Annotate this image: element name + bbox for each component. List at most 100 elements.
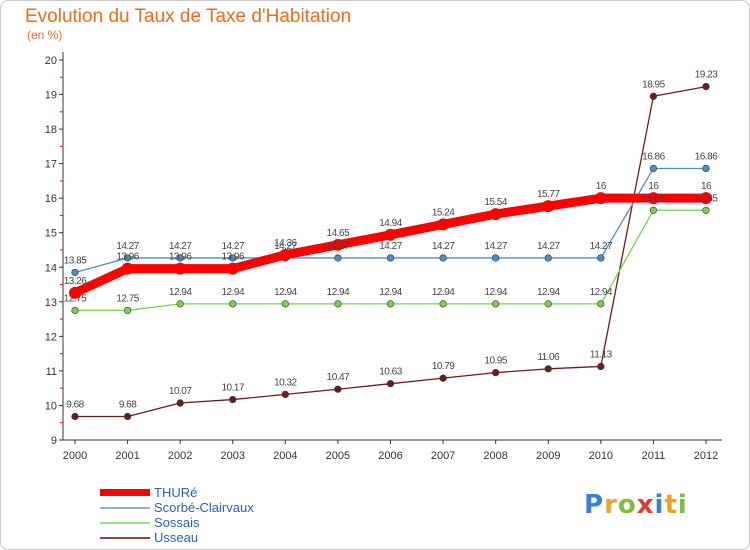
data-point bbox=[176, 399, 184, 407]
x-tick-label: 2001 bbox=[115, 450, 139, 462]
x-tick-label: 2003 bbox=[221, 450, 245, 462]
data-point bbox=[334, 300, 342, 308]
x-tick-label: 2000 bbox=[63, 450, 87, 462]
data-point bbox=[386, 254, 395, 262]
data-point bbox=[71, 412, 79, 421]
data-point bbox=[439, 254, 447, 262]
data-point bbox=[597, 362, 605, 371]
data-label: 13.96 bbox=[116, 252, 139, 263]
data-point bbox=[544, 300, 552, 308]
data-point bbox=[71, 306, 79, 315]
legend-label: Scorbé-Clairvaux bbox=[154, 500, 254, 515]
y-tick-label: 11 bbox=[46, 366, 57, 378]
unit-label: (en %) bbox=[27, 28, 63, 42]
data-point bbox=[492, 300, 500, 308]
data-label: 12.94 bbox=[379, 287, 402, 298]
x-tick-label: 2010 bbox=[589, 450, 613, 462]
legend-label: Sossais bbox=[154, 515, 200, 530]
x-tick-label: 2004 bbox=[273, 450, 297, 462]
x-tick-label: 2002 bbox=[168, 450, 192, 462]
data-label: 15.24 bbox=[432, 207, 455, 218]
data-label: 14.27 bbox=[432, 241, 455, 252]
y-tick-label: 9 bbox=[51, 435, 57, 447]
data-point bbox=[229, 254, 237, 262]
data-point bbox=[544, 254, 552, 262]
data-label: 15.65 bbox=[695, 193, 718, 204]
data-label: 14.27 bbox=[379, 241, 402, 252]
x-tick-label: 2005 bbox=[326, 450, 350, 462]
data-label: 13.96 bbox=[221, 252, 244, 263]
logo-letter: x bbox=[636, 490, 655, 520]
data-point bbox=[226, 262, 239, 275]
chart-title: Evolution du Taux de Taxe d'Habitation bbox=[25, 6, 352, 27]
data-label: 11.13 bbox=[590, 349, 613, 360]
data-point bbox=[386, 380, 395, 388]
data-label: 12.94 bbox=[327, 287, 350, 298]
data-point bbox=[492, 254, 500, 262]
data-label: 15.54 bbox=[484, 197, 507, 208]
data-point bbox=[334, 254, 342, 262]
data-point bbox=[334, 385, 342, 393]
data-point bbox=[69, 286, 81, 299]
x-tick-label: 2008 bbox=[483, 450, 507, 462]
legend-item-thure: THURé bbox=[100, 485, 254, 500]
x-tick-label: 2007 bbox=[431, 450, 455, 462]
data-point bbox=[594, 192, 607, 205]
data-point bbox=[281, 390, 289, 399]
data-point bbox=[649, 164, 658, 173]
data-point bbox=[123, 306, 132, 315]
data-point bbox=[649, 206, 658, 214]
data-point bbox=[229, 300, 237, 308]
data-point bbox=[489, 208, 502, 221]
data-point bbox=[439, 374, 447, 382]
data-label: 12.75 bbox=[116, 293, 139, 304]
y-tick-label: 10 bbox=[45, 400, 57, 412]
data-point bbox=[176, 254, 184, 262]
x-tick-label: 2009 bbox=[536, 450, 560, 462]
data-label: 10.63 bbox=[379, 367, 402, 378]
data-label: 19.23 bbox=[695, 70, 718, 81]
logo-letter: P bbox=[584, 490, 605, 520]
data-point bbox=[331, 238, 344, 251]
legend-swatch bbox=[100, 489, 150, 496]
data-label: 9.68 bbox=[66, 400, 84, 411]
data-point bbox=[597, 300, 605, 308]
y-tick-label: 19 bbox=[45, 90, 57, 102]
data-label: 15.65 bbox=[642, 193, 665, 204]
data-point bbox=[544, 365, 552, 373]
data-label: 14.27 bbox=[484, 241, 507, 252]
data-point bbox=[649, 92, 658, 100]
data-label: 14.27 bbox=[221, 241, 244, 252]
data-label: 13.85 bbox=[64, 255, 87, 266]
legend-swatch bbox=[100, 536, 150, 539]
data-label: 14.27 bbox=[327, 241, 350, 252]
data-label: 13.26 bbox=[64, 276, 87, 287]
proxiti-logo: Proxiti bbox=[584, 490, 688, 520]
y-tick-label: 13 bbox=[45, 297, 57, 309]
data-label: 14.27 bbox=[169, 241, 192, 252]
data-label: 15.77 bbox=[537, 189, 560, 200]
logo-letter: i bbox=[677, 490, 688, 520]
data-label: 14.36 bbox=[274, 238, 297, 249]
data-point bbox=[647, 192, 660, 205]
data-point bbox=[597, 254, 605, 262]
data-label: 14.27 bbox=[274, 241, 297, 252]
data-label: 13.96 bbox=[169, 252, 192, 263]
data-label: 14.27 bbox=[537, 241, 560, 252]
data-point bbox=[279, 248, 292, 261]
data-label: 12.94 bbox=[274, 287, 297, 298]
legend-item-scorbe-clairvaux: Scorbé-Clairvaux bbox=[100, 500, 254, 515]
data-label: 12.94 bbox=[221, 287, 244, 298]
logo-letter: r bbox=[604, 490, 618, 520]
data-label: 9.68 bbox=[119, 400, 137, 411]
data-label: 16 bbox=[596, 181, 607, 192]
data-point bbox=[492, 369, 500, 377]
data-point bbox=[174, 262, 187, 275]
data-point bbox=[437, 218, 450, 231]
data-point bbox=[123, 254, 132, 262]
data-label: 12.94 bbox=[169, 287, 192, 298]
data-point bbox=[176, 300, 184, 308]
logo-letter: i bbox=[654, 490, 665, 520]
data-label: 16.86 bbox=[695, 151, 718, 162]
